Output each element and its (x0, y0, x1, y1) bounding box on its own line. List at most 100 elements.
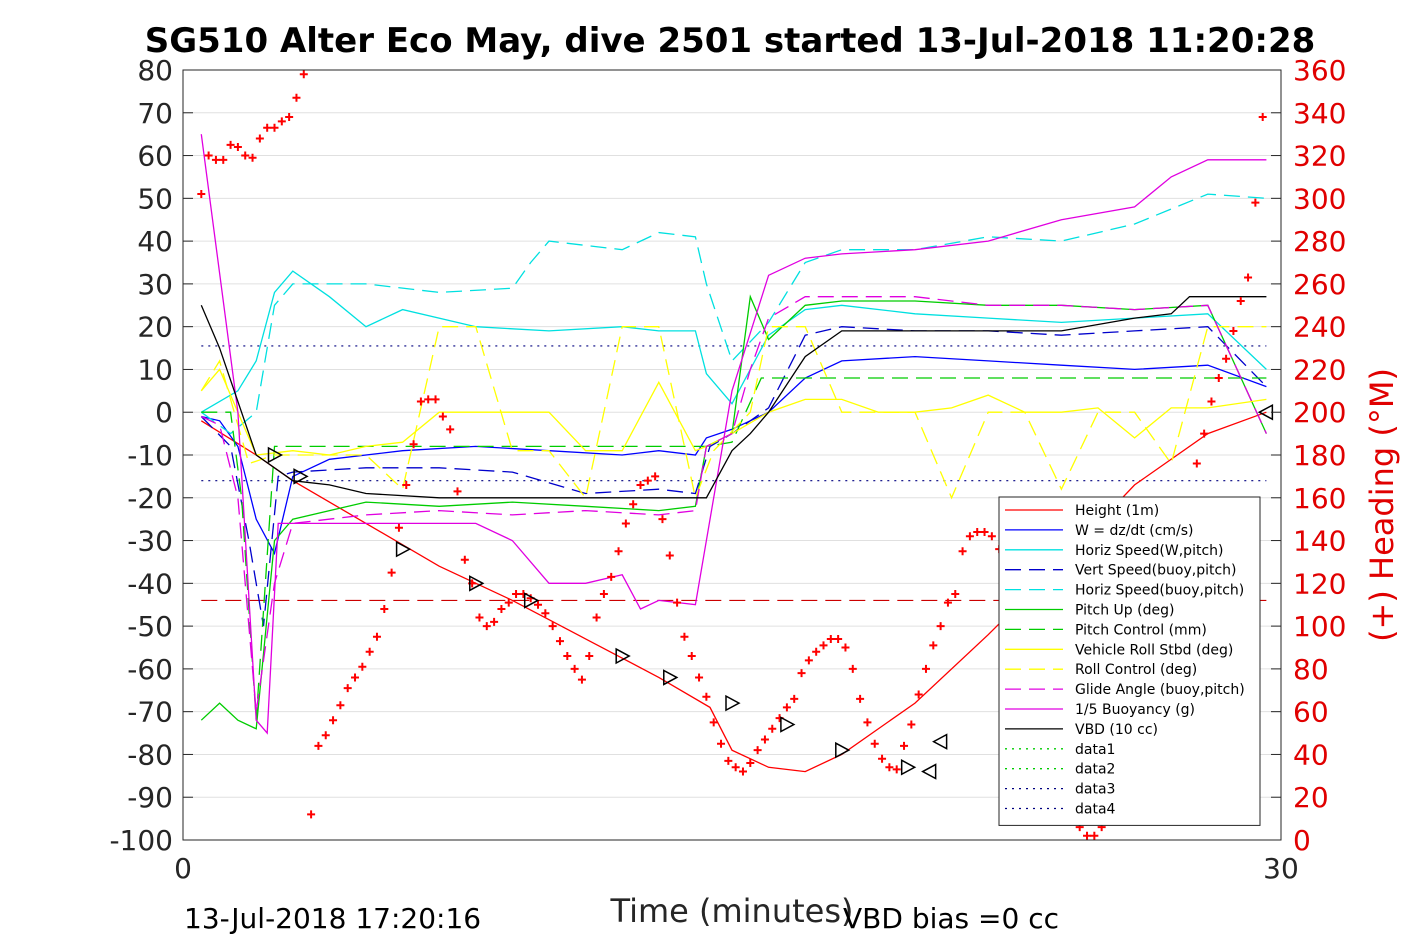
heading-point (292, 93, 301, 102)
legend-label: 1/5 Buoyancy (g) (1075, 702, 1195, 718)
heading-point (1244, 273, 1253, 282)
heading-point (760, 735, 769, 744)
heading-point (892, 765, 901, 774)
heading-point (717, 739, 726, 748)
right-tick-label: 220 (1293, 353, 1346, 386)
heading-point (1229, 326, 1238, 335)
heading-point (351, 673, 360, 682)
left-tick-label: -20 (127, 482, 173, 515)
chart-title: SG510 Alter Eco May, dive 2501 started 1… (145, 21, 1316, 61)
footer-date: 13-Jul-2018 17:20:16 (184, 902, 481, 935)
heading-point (651, 472, 660, 481)
heading-point (475, 613, 484, 622)
heading-point (856, 694, 865, 703)
heading-point (1083, 831, 1092, 840)
right-tick-label: 340 (1293, 97, 1346, 130)
heading-point (372, 632, 381, 641)
heading-point (233, 143, 242, 151)
heading-point (409, 440, 418, 449)
heading-point (629, 500, 638, 509)
heading-point (1200, 429, 1209, 438)
right-tick-label: 100 (1293, 610, 1346, 643)
heading-point (687, 652, 696, 661)
heading-point (197, 190, 206, 199)
legend-label: Roll Control (deg) (1075, 662, 1197, 678)
heading-point (768, 724, 777, 733)
heading-point (380, 605, 389, 613)
height-marker (293, 468, 309, 485)
legend-box (998, 496, 1261, 826)
legend-label: Horiz Speed(W,pitch) (1075, 543, 1223, 559)
heading-point (965, 532, 974, 541)
heading-point (863, 718, 872, 727)
legend-label: data4 (1075, 802, 1116, 818)
height-marker (663, 669, 679, 686)
heading-point (921, 664, 930, 673)
left-tick-label: 50 (137, 182, 173, 215)
heading-point (731, 763, 740, 772)
height-marker (932, 733, 948, 750)
heading-point (555, 637, 564, 646)
heading-point (431, 395, 440, 404)
series-line (200, 368, 1267, 456)
heading-point (599, 590, 608, 599)
heading-point (643, 476, 652, 485)
heading-point (512, 590, 521, 599)
right-axis-ticks: 3603403203002802602402202001801601401201… (1271, 54, 1346, 857)
heading-point (548, 622, 557, 631)
left-tick-label: -80 (127, 738, 173, 771)
heading-point (438, 412, 447, 421)
series-line (201, 296, 1267, 712)
left-tick-label: -50 (127, 610, 173, 643)
heading-point (907, 720, 916, 729)
heading-point (321, 731, 330, 740)
heading-point (585, 652, 594, 661)
right-tick-label: 60 (1293, 696, 1329, 729)
heading-point (219, 155, 228, 164)
heading-point (577, 675, 586, 684)
right-tick-label: 0 (1293, 824, 1311, 857)
heading-point (248, 153, 257, 162)
heading-point (607, 572, 616, 581)
heading-point (834, 634, 843, 643)
left-tick-label: 10 (137, 353, 173, 386)
heading-point (680, 632, 689, 641)
right-tick-label: 260 (1293, 268, 1346, 301)
left-tick-label: -10 (127, 439, 173, 472)
heading-point (870, 739, 879, 748)
heading-point (241, 151, 250, 160)
legend-label: Pitch Control (mm) (1075, 622, 1207, 638)
heading-point (936, 622, 945, 631)
left-axis-ticks: 80 70 60 50 40 30 20 10 0 -10 -20 -30 -40 -50 -60 -70 -8… (109, 54, 193, 857)
right-tick-label: 320 (1293, 140, 1346, 173)
heading-point (211, 155, 220, 164)
height-marker (921, 763, 937, 780)
heading-point (885, 763, 894, 772)
heading-point (482, 622, 491, 631)
heading-point (900, 741, 909, 750)
heading-point (973, 528, 982, 536)
heading-point (980, 528, 989, 536)
heading-point (277, 117, 286, 126)
height-marker (835, 741, 851, 759)
heading-point (270, 123, 279, 132)
left-tick-label: -30 (127, 525, 173, 558)
left-tick-label: -60 (127, 653, 173, 686)
heading-point (453, 487, 462, 496)
legend: Height (1m) W = dz/dt (cm/s) Horiz Speed(W… (998, 496, 1261, 826)
right-tick-label: 140 (1293, 525, 1346, 558)
heading-point (878, 754, 887, 763)
left-tick-label: -70 (127, 696, 173, 729)
right-tick-label: 240 (1293, 311, 1346, 344)
series-line (200, 193, 1267, 435)
left-tick-label: -100 (109, 824, 173, 857)
heading-point (329, 716, 338, 725)
heading-point (943, 598, 952, 607)
height-marker (615, 647, 631, 665)
legend-label: Pitch Up (deg) (1075, 603, 1174, 619)
heading-point (570, 664, 579, 673)
legend-label: Vehicle Roll Stbd (deg) (1075, 642, 1233, 658)
heading-point (826, 634, 835, 643)
right-tick-label: 180 (1293, 439, 1346, 472)
right-tick-label: 120 (1293, 567, 1346, 600)
